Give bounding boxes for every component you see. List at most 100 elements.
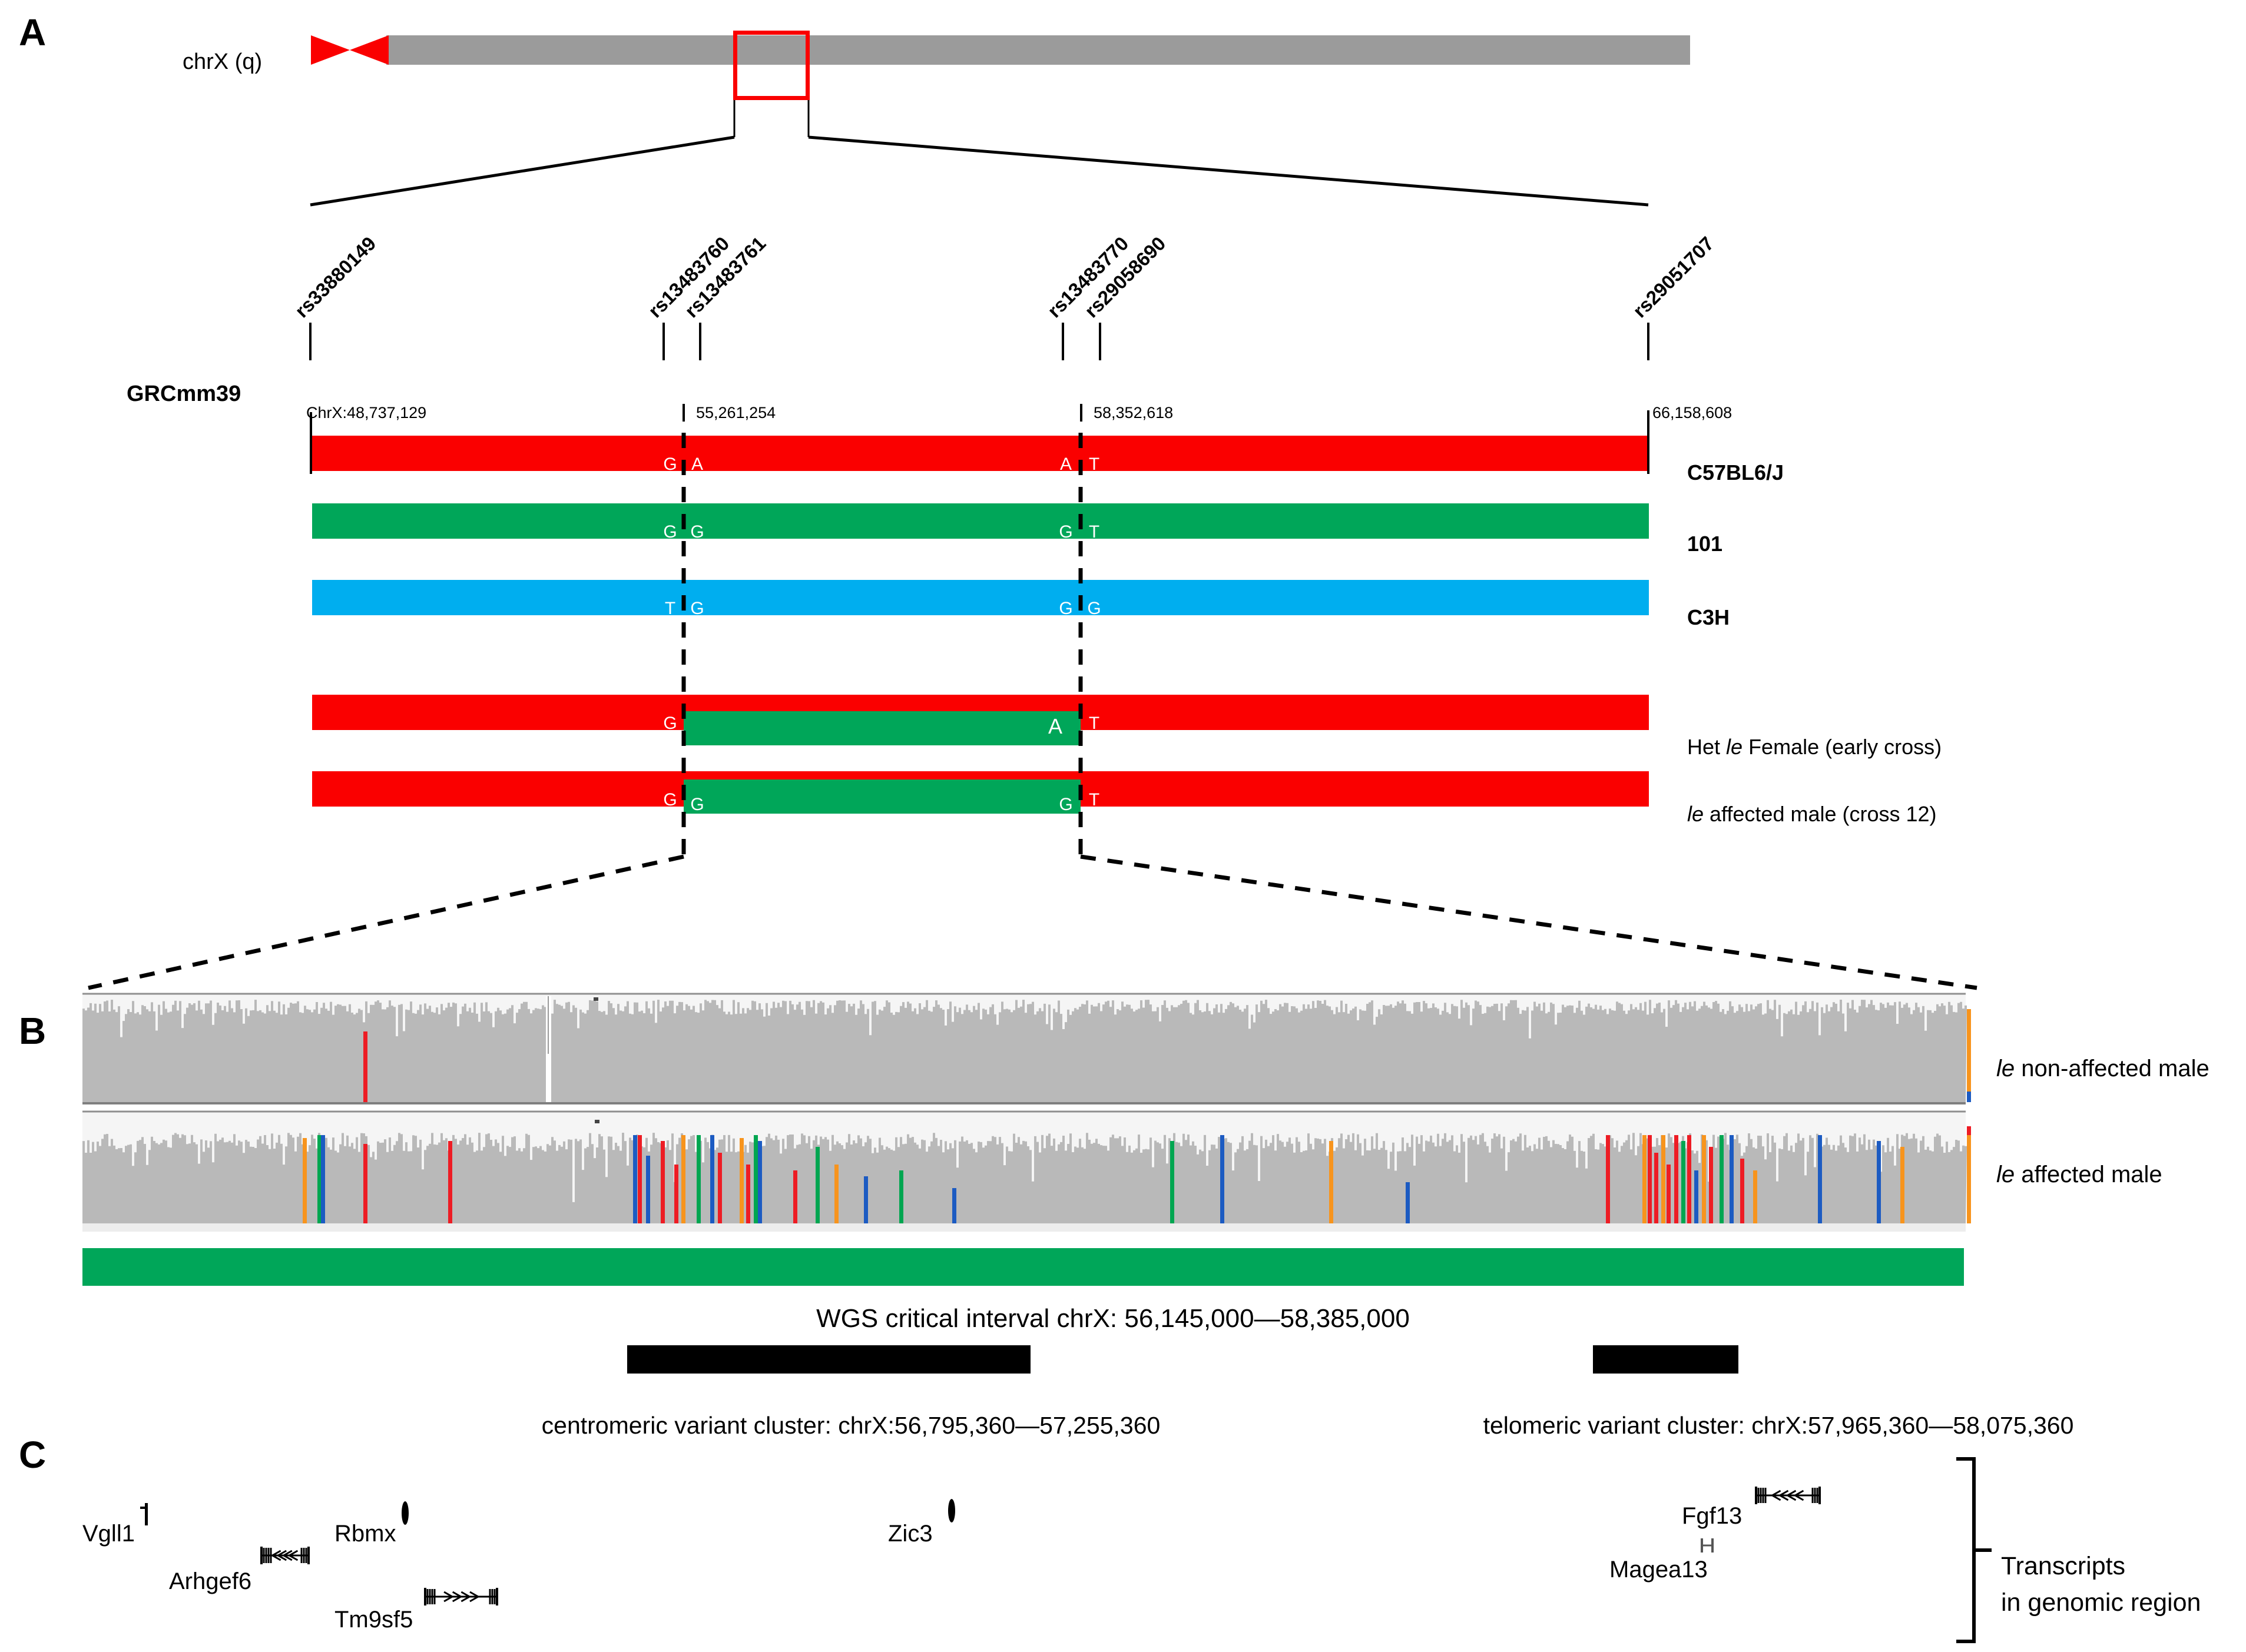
track2-variant-39 xyxy=(1709,1147,1713,1223)
track2-variant-18 xyxy=(793,1170,797,1223)
gene-label-zic3: Zic3 xyxy=(888,1521,933,1547)
track2-variant-5 xyxy=(633,1135,637,1223)
gene-glyph-fgf13-arrow-3 xyxy=(1793,1490,1804,1501)
track1-variant-0 xyxy=(363,1031,367,1102)
allele-letter-5: G xyxy=(690,522,704,542)
track2-variant-44 xyxy=(1818,1135,1822,1223)
gene-glyph-fgf13-arrow-2 xyxy=(1785,1490,1797,1501)
allele-letter-17: G xyxy=(1059,795,1073,814)
allele-letter-3: T xyxy=(1088,455,1100,474)
track2-variant-32 xyxy=(1661,1135,1665,1223)
dashed-boundary-left-diagonal xyxy=(88,854,684,990)
haplotype-bar-het-female-green-segment xyxy=(684,711,1081,745)
cross-label-affected-suffix: affected male (cross 12) xyxy=(1704,802,1937,826)
allele-letter-9: G xyxy=(690,599,704,618)
track2-variant-31 xyxy=(1654,1153,1658,1223)
haplotype-bar-affected-male-green-segment xyxy=(684,779,1081,814)
track2-variant-26 xyxy=(1329,1141,1333,1223)
track2-variant-12 xyxy=(710,1135,714,1223)
track2-variant-25 xyxy=(1220,1135,1224,1223)
allele-letter-18: T xyxy=(1088,790,1100,810)
gene-glyph-vgll1-serif xyxy=(140,1507,146,1509)
allele-letter-7: T xyxy=(1088,522,1100,542)
track-label-non-affected-gene: le xyxy=(1996,1056,2015,1082)
track2-variant-45 xyxy=(1877,1141,1881,1223)
allele-letter-13: A xyxy=(1048,714,1062,738)
telomeric-cluster-label: telomeric variant cluster: chrX:57,965,3… xyxy=(1483,1412,2074,1439)
track2-variant-40 xyxy=(1720,1135,1724,1223)
haplotype-bar-c3h xyxy=(312,580,1649,615)
track2-variant-14 xyxy=(740,1138,744,1223)
track2-variant-19 xyxy=(816,1147,820,1223)
zoom-region-box xyxy=(733,31,810,100)
track-label-affected-text: affected male xyxy=(2015,1162,2162,1187)
track-label-affected: le affected male xyxy=(1996,1162,2162,1188)
track2-variant-24 xyxy=(1170,1141,1174,1223)
cross-label-het-prefix: Het xyxy=(1687,735,1727,759)
gene-label-magea13: Magea13 xyxy=(1609,1557,1708,1583)
track2-variant-7 xyxy=(646,1156,650,1223)
track-label-non-affected-text: non-affected male xyxy=(2015,1056,2209,1082)
cross-label-het-suffix: Female (early cross) xyxy=(1743,735,1942,759)
track2-variant-17 xyxy=(758,1141,762,1223)
gene-label-fgf13: Fgf13 xyxy=(1682,1503,1743,1529)
chromosome-bar xyxy=(386,35,1690,65)
track1-variant-1 xyxy=(1967,1009,1971,1102)
track2-variant-38 xyxy=(1702,1135,1706,1223)
allele-letter-6: G xyxy=(1059,522,1073,542)
track2-variant-1 xyxy=(317,1135,322,1223)
track2-variant-27 xyxy=(1406,1182,1410,1223)
allele-letter-15: G xyxy=(663,790,677,810)
track2-variant-33 xyxy=(1667,1165,1671,1223)
panel-b-letter: B xyxy=(19,1010,47,1052)
allele-letter-12: G xyxy=(663,714,677,733)
track2-variant-37 xyxy=(1694,1170,1698,1223)
coverage-track-affected-coverage xyxy=(82,1133,1967,1223)
centromere-right-triangle xyxy=(350,35,389,65)
track2-variant-30 xyxy=(1648,1135,1652,1223)
coverage-track-affected-bottom-strip xyxy=(82,1223,1966,1232)
gene-glyph-tm9sf5-arrow-0 xyxy=(443,1591,455,1603)
track2-variant-35 xyxy=(1681,1141,1685,1223)
track2-variant-21 xyxy=(864,1176,868,1223)
funnel-left-diagonal xyxy=(310,135,735,207)
track-label-affected-gene: le xyxy=(1996,1162,2015,1187)
track2-variant-23 xyxy=(952,1188,956,1223)
strain-label-c3h: C3H xyxy=(1687,605,1730,629)
allele-letter-1: A xyxy=(691,455,703,474)
cross-label-het-female: Het le Female (early cross) xyxy=(1687,735,1942,759)
gene-label-arhgef6: Arhgef6 xyxy=(169,1568,252,1594)
allele-letter-16: G xyxy=(690,795,704,814)
critical-interval-green-bar xyxy=(82,1248,1964,1286)
allele-letter-14: T xyxy=(1088,714,1100,733)
track2-variant-15 xyxy=(746,1165,750,1223)
gene-glyph-tm9sf5-arrow-3 xyxy=(469,1591,480,1603)
allele-letter-8: T xyxy=(664,599,676,618)
cross-label-affected-male: le affected male (cross 12) xyxy=(1687,802,1937,827)
track2-variant-13 xyxy=(718,1153,722,1223)
centromere-left-triangle xyxy=(311,35,350,65)
gene-glyph-arhgef6-arrow-2 xyxy=(281,1550,293,1561)
track2-variant-9 xyxy=(674,1165,678,1223)
assembly-label: GRCmm39 xyxy=(127,382,241,406)
haplotype-bar-101 xyxy=(312,503,1649,539)
track2-variant-43 xyxy=(1753,1170,1757,1223)
centromeric-cluster-bar xyxy=(627,1345,1031,1374)
wgs-interval-label: WGS critical interval chrX: 56,145,000—5… xyxy=(816,1304,1410,1333)
cross-label-affected-gene: le xyxy=(1687,802,1704,826)
track2-variant-2 xyxy=(321,1135,325,1223)
track2-variant-41 xyxy=(1730,1135,1734,1223)
chromosome-label: chrX (q) xyxy=(183,49,263,74)
bracket-label-line2: in genomic region xyxy=(2001,1588,2201,1617)
track2-variant-4 xyxy=(448,1141,452,1223)
coordinate-label-5: 66,158,608 xyxy=(1652,404,1732,422)
allele-letter-4: G xyxy=(663,522,677,542)
track-label-non-affected: le non-affected male xyxy=(1996,1056,2209,1082)
gene-glyph-arhgef6-arrow-1 xyxy=(276,1550,287,1561)
track2-variant-10 xyxy=(681,1135,685,1223)
track2-variant-34 xyxy=(1674,1135,1678,1223)
dashed-boundary-right-diagonal xyxy=(1080,854,1977,990)
track2-variant-48 xyxy=(1967,1135,1971,1223)
allele-letter-10: G xyxy=(1059,599,1073,618)
